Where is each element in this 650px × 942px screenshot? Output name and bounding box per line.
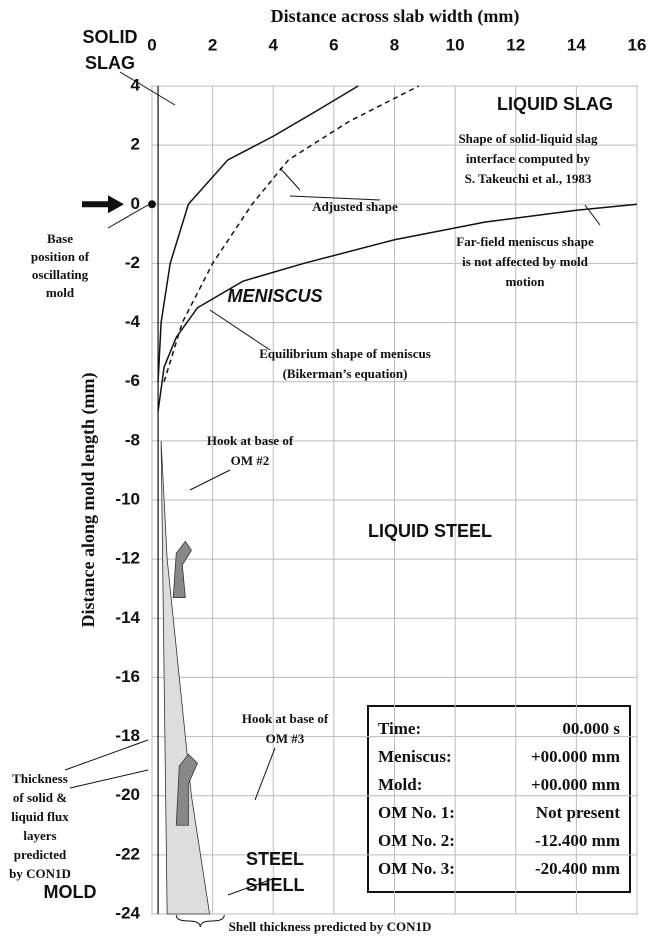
- annotation: Base: [47, 231, 73, 246]
- x-tick-label: 0: [147, 35, 156, 54]
- annotation: Shape of solid-liquid slag: [458, 131, 598, 146]
- y-tick-label: -6: [125, 371, 140, 390]
- info-label: OM No. 3:: [378, 859, 455, 878]
- annotation: Hook at base of: [242, 711, 329, 726]
- annotation: oscillating: [32, 267, 89, 282]
- y-tick-label: 0: [131, 194, 140, 213]
- y-tick-label: -8: [125, 430, 140, 449]
- brace: [175, 914, 225, 928]
- x-tick-label: 2: [208, 35, 217, 54]
- annotation: interface computed by: [466, 151, 591, 166]
- line-series: [163, 85, 420, 382]
- annotation: layers: [23, 828, 56, 843]
- annotation: OM #3: [266, 731, 305, 746]
- leader: [189, 469, 231, 491]
- base-arrow: [82, 195, 124, 214]
- info-label: OM No. 2:: [378, 831, 455, 850]
- leader: [227, 877, 276, 896]
- x-tick-label: 10: [446, 35, 465, 54]
- leader: [69, 769, 149, 789]
- leader: [64, 739, 149, 771]
- y-tick-label: -10: [115, 489, 140, 508]
- info-value: 00.000 s: [562, 719, 620, 738]
- annotation: by CON1D: [9, 866, 71, 881]
- info-value: Not present: [536, 803, 621, 822]
- annotation: Thickness: [12, 771, 68, 786]
- annotation: of solid &: [13, 790, 67, 805]
- annotation: MOLD: [44, 882, 97, 902]
- annotation: predicted: [14, 847, 67, 862]
- x-tick-label: 14: [567, 35, 586, 54]
- y-tick-label: -18: [115, 726, 140, 745]
- line-series: [157, 203, 638, 412]
- y-tick-label: -4: [125, 312, 141, 331]
- y-tick-label: -14: [115, 608, 140, 627]
- info-label: Mold:: [378, 775, 422, 794]
- annotation: motion: [506, 274, 546, 289]
- line-series: [157, 85, 359, 382]
- annotation: Shell thickness predicted by CON1D: [229, 919, 432, 934]
- annotation: Equilibrium shape of meniscus: [259, 346, 431, 361]
- annotation: Adjusted shape: [312, 199, 398, 214]
- leader: [584, 204, 601, 226]
- hook: [175, 753, 198, 826]
- y-tick-label: 4: [131, 75, 141, 94]
- annotation: S. Takeuchi et al., 1983: [465, 171, 592, 186]
- annotation: SHELL: [245, 875, 304, 895]
- y-tick-label: -22: [115, 844, 140, 863]
- x-tick-label: 4: [269, 35, 279, 54]
- annotation: Far-field meniscus shape: [456, 234, 594, 249]
- leader: [289, 195, 381, 201]
- leader: [209, 309, 271, 351]
- leader: [107, 204, 149, 229]
- x-tick-label: 12: [506, 35, 525, 54]
- steel-shell: [160, 440, 211, 915]
- leader: [119, 71, 176, 106]
- base-dot: [148, 200, 156, 209]
- y-tick-label: -20: [115, 785, 140, 804]
- annotation: STEEL: [246, 849, 304, 869]
- annotation: liquid flux: [11, 809, 69, 824]
- annotation: SLAG: [85, 53, 135, 73]
- annotation: OM #2: [231, 453, 270, 468]
- info-value: +00.000 mm: [531, 775, 620, 794]
- y-tick-label: -16: [115, 667, 140, 686]
- info-value: -12.400 mm: [535, 831, 620, 850]
- y-tick-label: -2: [125, 253, 140, 272]
- annotation: Hook at base of: [207, 433, 294, 448]
- x-tick-label: 16: [628, 35, 647, 54]
- annotation: position of: [31, 249, 90, 264]
- x-axis-label: Distance across slab width (mm): [271, 6, 520, 27]
- leader: [279, 167, 301, 191]
- info-value: +00.000 mm: [531, 747, 620, 766]
- hook: [172, 540, 192, 598]
- y-tick-label: -24: [115, 903, 140, 922]
- annotation: LIQUID SLAG: [497, 94, 613, 114]
- annotation: (Bikerman’s equation): [283, 366, 408, 381]
- annotation: MENISCUS: [227, 286, 322, 306]
- y-tick-label: -12: [115, 549, 140, 568]
- leader: [254, 747, 276, 801]
- info-label: Meniscus:: [378, 747, 452, 766]
- y-tick-label: 2: [131, 135, 140, 154]
- info-label: Time:: [378, 719, 421, 738]
- x-tick-label: 8: [390, 35, 399, 54]
- annotation: is not affected by mold: [462, 254, 588, 269]
- annotation: mold: [46, 285, 75, 300]
- annotation: SOLID: [82, 27, 137, 47]
- info-value: -20.400 mm: [535, 859, 620, 878]
- y-axis-label: Distance along mold length (mm): [78, 373, 99, 628]
- annotation: LIQUID STEEL: [368, 521, 492, 541]
- info-label: OM No. 1:: [378, 803, 455, 822]
- x-tick-label: 6: [329, 35, 338, 54]
